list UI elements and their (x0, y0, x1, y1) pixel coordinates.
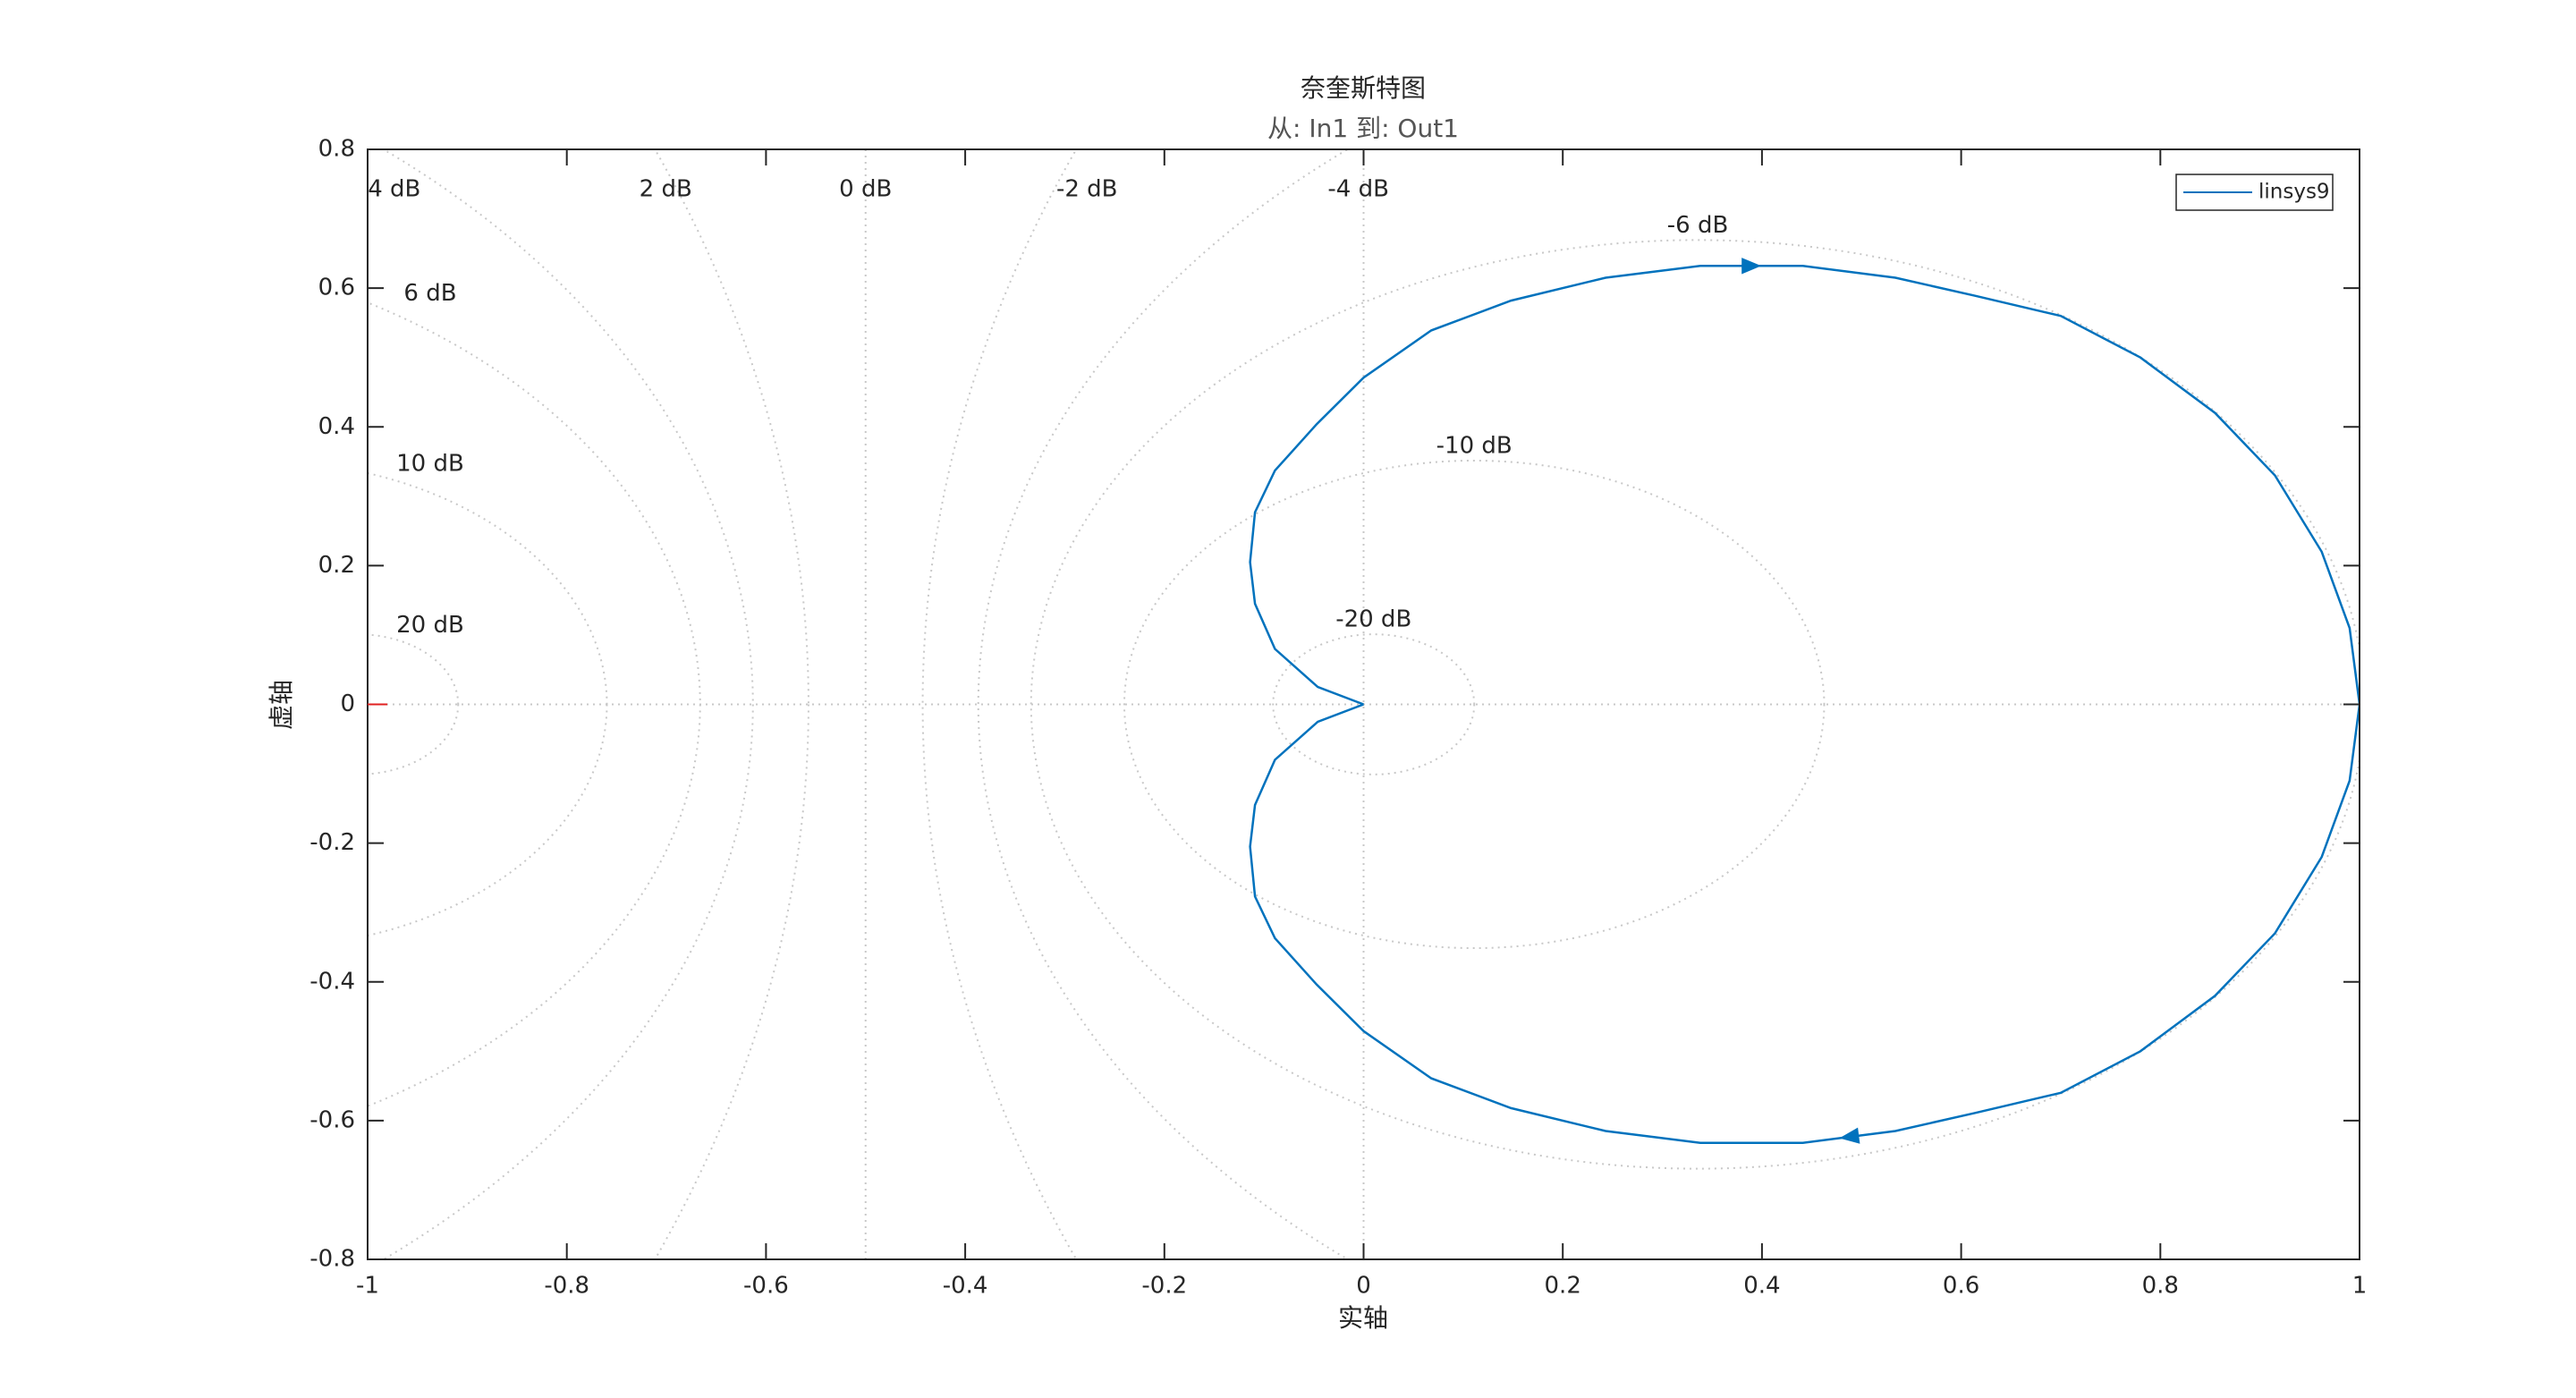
contour-label: -6 dB (1667, 212, 1729, 239)
y-tick-label: 0.8 (318, 136, 355, 163)
x-tick-label: 0.6 (1943, 1273, 1979, 1300)
contour-label: 2 dB (640, 176, 692, 203)
y-tick-label: -0.6 (309, 1106, 355, 1133)
x-tick-label: 0.4 (1743, 1273, 1780, 1300)
foreground-layer: 4 dB 2 dB 0 dB -2 dB -4 dB 6 dB -6 dB 10 dB -10 … (309, 136, 2367, 1300)
contour-label: -20 dB (1335, 606, 1411, 633)
x-tick-label: -0.8 (544, 1273, 589, 1300)
y-tick-label: -0.8 (309, 1246, 355, 1273)
x-tick-label: -1 (356, 1273, 379, 1300)
m-circle (368, 301, 701, 1107)
x-tick-label: 0.2 (1545, 1273, 1581, 1300)
contour-label: -2 dB (1056, 176, 1118, 203)
y-tick-label: 0.4 (318, 413, 355, 440)
x-tick-label: 1 (2352, 1273, 2368, 1300)
x-tick-label: -0.6 (743, 1273, 789, 1300)
contour-label: 10 dB (396, 450, 464, 477)
contour-label: 0 dB (839, 176, 892, 203)
contour-label: -10 dB (1436, 432, 1513, 459)
contour-label: 20 dB (396, 612, 464, 639)
y-tick-label: 0.6 (318, 275, 355, 301)
plot-layer (1249, 258, 2360, 1144)
y-tick-label: 0.2 (318, 552, 355, 579)
m-circle (653, 149, 809, 1259)
chart-subtitle: 从: In1 到: Out1 (1267, 114, 1459, 143)
m-circle (1272, 633, 1476, 775)
m-circle (368, 633, 460, 775)
nyquist-curve (1249, 265, 2360, 1144)
x-tick-label: -0.2 (1141, 1273, 1187, 1300)
x-tick-label: 0 (1356, 1273, 1371, 1300)
y-tick-label: -0.2 (309, 829, 355, 856)
x-axis-label: 实轴 (1338, 1303, 1388, 1333)
direction-arrow (1741, 258, 1762, 275)
contour-label: -4 dB (1327, 176, 1389, 203)
legend-label: linsys9 (2258, 181, 2330, 204)
m-circle (368, 471, 608, 937)
contour-label: 4 dB (368, 176, 420, 203)
y-tick-label: 0 (340, 691, 355, 717)
x-tick-label: -0.4 (943, 1273, 988, 1300)
contour-label: 6 dB (403, 280, 456, 307)
m-circle (1123, 459, 1826, 950)
direction-arrow (1839, 1127, 1860, 1144)
y-axis-label: 虚轴 (267, 680, 296, 730)
chart-title: 奈奎斯特图 (1301, 73, 1426, 103)
y-tick-label: -0.4 (309, 968, 355, 995)
x-tick-label: 0.8 (2142, 1273, 2179, 1300)
